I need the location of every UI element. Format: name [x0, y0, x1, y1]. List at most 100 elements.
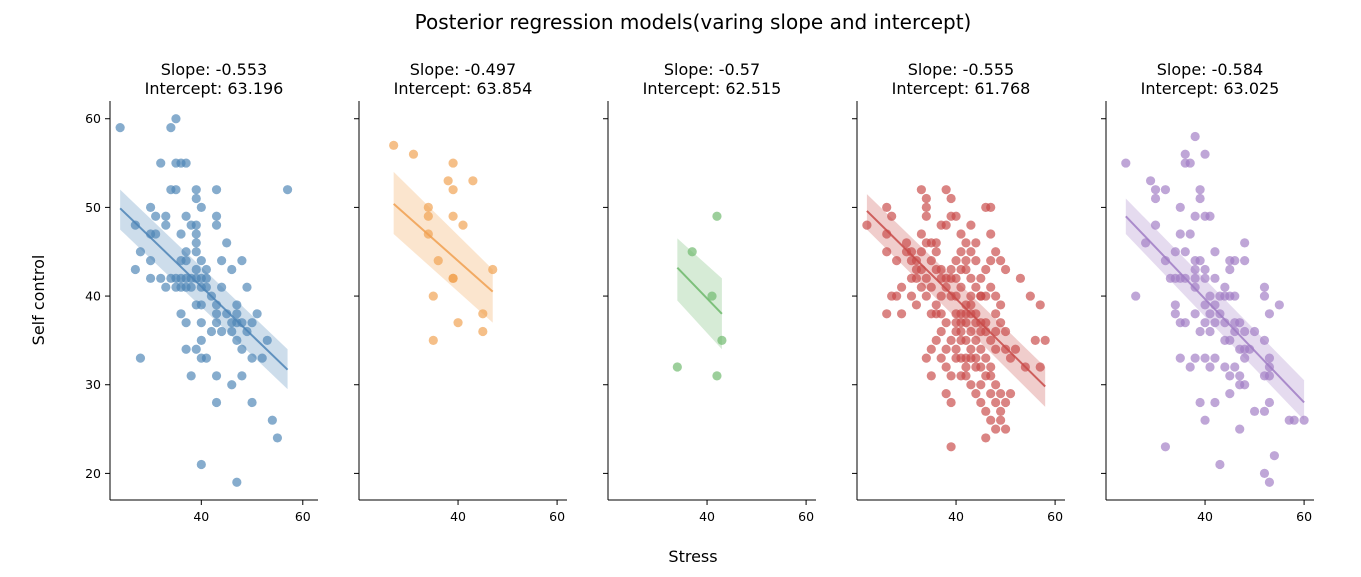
data-point	[206, 326, 217, 337]
data-point	[222, 238, 232, 248]
data-point	[247, 397, 257, 408]
data-point	[171, 185, 181, 195]
panel-title-line: Intercept: 62.515	[643, 79, 782, 98]
data-point	[1200, 264, 1210, 275]
data-point	[951, 211, 961, 221]
data-point	[145, 273, 156, 283]
panel-title-line: Slope: -0.57	[664, 60, 760, 79]
data-point	[1190, 211, 1200, 221]
data-point	[951, 344, 961, 354]
data-point	[981, 371, 991, 381]
data-point	[921, 291, 931, 301]
data-point	[408, 149, 419, 159]
data-point	[211, 397, 222, 408]
data-point	[232, 335, 242, 345]
data-point	[936, 309, 946, 319]
data-point	[931, 300, 941, 310]
data-point	[1230, 362, 1240, 372]
data-point	[428, 291, 438, 301]
data-point	[961, 371, 971, 381]
data-point	[448, 273, 458, 283]
data-point	[941, 282, 951, 292]
data-point	[1205, 326, 1215, 337]
x-tick-label: 40	[450, 509, 466, 524]
data-point	[237, 344, 247, 354]
data-point	[130, 220, 140, 230]
data-point	[941, 273, 951, 283]
data-point	[1259, 335, 1270, 345]
data-point	[882, 309, 892, 319]
data-point	[232, 309, 242, 319]
data-point	[966, 380, 976, 390]
data-point	[1230, 256, 1240, 266]
data-point	[1210, 353, 1220, 363]
data-point	[1200, 318, 1210, 328]
panel-title-line: Intercept: 63.196	[145, 79, 284, 98]
data-point	[981, 264, 991, 275]
x-tick-label: 40	[1197, 509, 1213, 524]
data-point	[911, 300, 922, 310]
data-point	[181, 318, 191, 328]
data-point	[181, 211, 191, 221]
data-point	[1240, 326, 1250, 337]
data-point	[986, 389, 996, 399]
data-point	[946, 335, 956, 345]
data-point	[887, 291, 897, 301]
data-point	[921, 193, 931, 204]
data-point	[222, 309, 232, 319]
data-point	[211, 309, 222, 319]
data-point	[712, 211, 722, 221]
data-point	[1200, 415, 1210, 425]
panel-title-line: Intercept: 61.768	[892, 79, 1031, 98]
panel-title-line: Slope: -0.553	[161, 60, 267, 79]
data-point	[921, 353, 931, 363]
data-point	[488, 264, 498, 275]
data-point	[453, 318, 463, 328]
data-point	[181, 247, 191, 257]
data-point	[971, 335, 981, 345]
data-point	[1259, 468, 1270, 478]
data-point	[986, 229, 996, 239]
data-point	[1210, 397, 1220, 408]
data-point	[996, 318, 1006, 328]
regression-line	[866, 210, 1046, 388]
data-point	[951, 353, 961, 363]
data-point	[1249, 326, 1260, 337]
data-point	[1150, 185, 1161, 195]
data-point	[996, 300, 1006, 310]
data-point	[951, 318, 961, 328]
data-point	[145, 202, 156, 212]
data-point	[1195, 193, 1205, 204]
data-point	[712, 371, 722, 381]
data-point	[389, 140, 399, 150]
regression-line	[393, 203, 494, 293]
regression-line	[676, 266, 723, 315]
data-point	[191, 238, 201, 248]
data-point	[1289, 415, 1299, 425]
x-tick-label: 40	[948, 509, 964, 524]
data-point	[971, 389, 981, 399]
data-point	[1170, 309, 1180, 319]
data-point	[151, 229, 161, 239]
data-point	[272, 433, 283, 443]
data-point	[1160, 185, 1171, 195]
data-point	[191, 229, 201, 239]
figure-title: Posterior regression models(varing slope…	[415, 10, 972, 34]
data-point	[1150, 193, 1161, 204]
data-point	[196, 300, 206, 310]
data-point	[966, 300, 976, 310]
data-point	[191, 344, 201, 354]
data-point	[896, 282, 907, 292]
data-point	[1195, 256, 1205, 266]
data-point	[931, 238, 941, 248]
data-point	[1220, 282, 1230, 292]
data-point	[1240, 380, 1250, 390]
data-point	[196, 335, 206, 345]
data-point	[468, 176, 478, 186]
data-point	[1030, 335, 1040, 345]
data-point	[257, 353, 267, 363]
data-point	[448, 185, 458, 195]
data-point	[966, 220, 976, 230]
data-point	[1175, 202, 1185, 212]
